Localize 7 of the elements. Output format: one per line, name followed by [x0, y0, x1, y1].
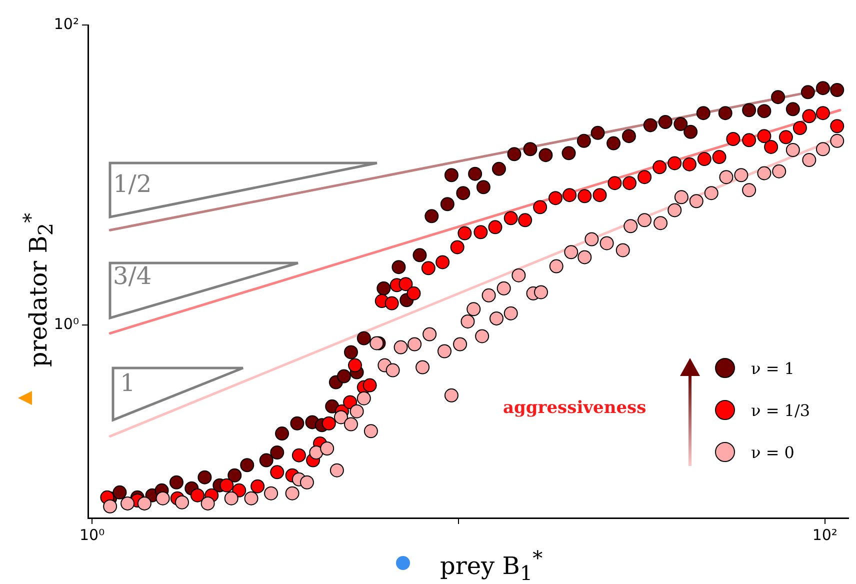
legend-label: ν = 1/3 [751, 400, 810, 420]
annotation: 1/2 [113, 170, 152, 198]
legend-label: ν = 0 [751, 442, 794, 462]
annotation: 1 [120, 369, 136, 397]
legend-label: ν = 1 [751, 358, 794, 378]
annotation: 3/4 [113, 262, 152, 290]
annotation: aggressiveness [503, 398, 646, 418]
